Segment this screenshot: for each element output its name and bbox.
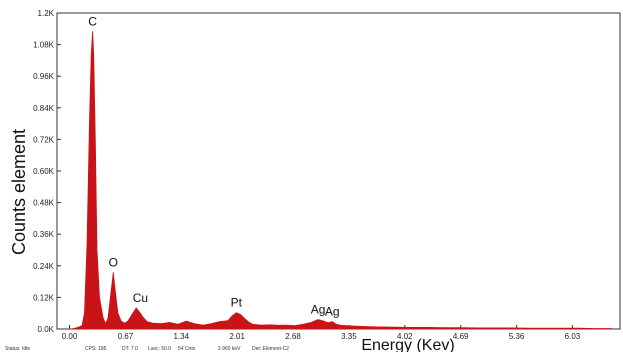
x-tick-label: 4.69	[453, 332, 469, 341]
y-tick-label: 0.84K	[33, 104, 55, 113]
y-tick-label: 0.12K	[33, 293, 55, 302]
y-tick-label: 0.96K	[33, 72, 55, 81]
x-axis-label: Energy (Kev)	[361, 337, 454, 352]
x-tick-label: 1.34	[173, 332, 189, 341]
plot-frame	[56, 12, 621, 330]
y-axis-label: Counts element	[9, 129, 29, 255]
y-tick-label: 1.08K	[33, 41, 55, 50]
x-tick-label: 0.67	[118, 332, 134, 341]
x-tick-label: 2.01	[229, 332, 245, 341]
status-bar-item: 54 Cnts	[178, 346, 196, 352]
y-tick-label: 0.60K	[33, 167, 55, 176]
y-tick-label: 0.72K	[33, 135, 55, 144]
x-tick-label: 5.36	[509, 332, 525, 341]
x-tick-label: 6.03	[565, 332, 581, 341]
peak-label: C	[88, 14, 97, 28]
peak-label: Ag	[311, 303, 326, 317]
y-tick-label: 1.2K	[38, 9, 55, 18]
peak-label: Cu	[133, 291, 148, 305]
peak-label: Ag	[325, 305, 340, 319]
status-bar: Status: Idle CPS: 185 DT: 7.0 Lsec: 50.0 54 …	[5, 346, 289, 352]
status-bar-item: 2.960 keV	[218, 346, 241, 352]
y-tick-label: 0.0K	[38, 325, 55, 334]
x-tick-label: 0.00	[62, 332, 78, 341]
peak-labels: C O Cu Pt Ag Ag	[88, 14, 339, 318]
status-bar-item: Status: Idle	[5, 346, 30, 352]
x-tick-label: 4.02	[397, 332, 413, 341]
status-bar-item: Det: Element-C2	[252, 346, 289, 352]
x-tick-label: 3.35	[341, 332, 357, 341]
status-bar-item: Lsec: 50.0	[148, 346, 171, 352]
status-bar-item: DT: 7.0	[122, 346, 138, 352]
peak-label: Pt	[231, 296, 243, 310]
peak-label: O	[109, 255, 118, 269]
spectrum-area	[69, 31, 613, 330]
y-tick-label: 0.24K	[33, 262, 55, 271]
y-axis-ticks: 0.0K 0.12K 0.24K 0.36K 0.48K 0.60K 0.72K 0.84K 0…	[33, 9, 61, 334]
x-tick-label: 2.68	[285, 332, 301, 341]
y-tick-label: 0.36K	[33, 230, 55, 239]
y-tick-label: 0.48K	[33, 199, 55, 208]
spectrum-series	[69, 31, 613, 330]
status-bar-item: CPS: 185	[85, 346, 107, 352]
